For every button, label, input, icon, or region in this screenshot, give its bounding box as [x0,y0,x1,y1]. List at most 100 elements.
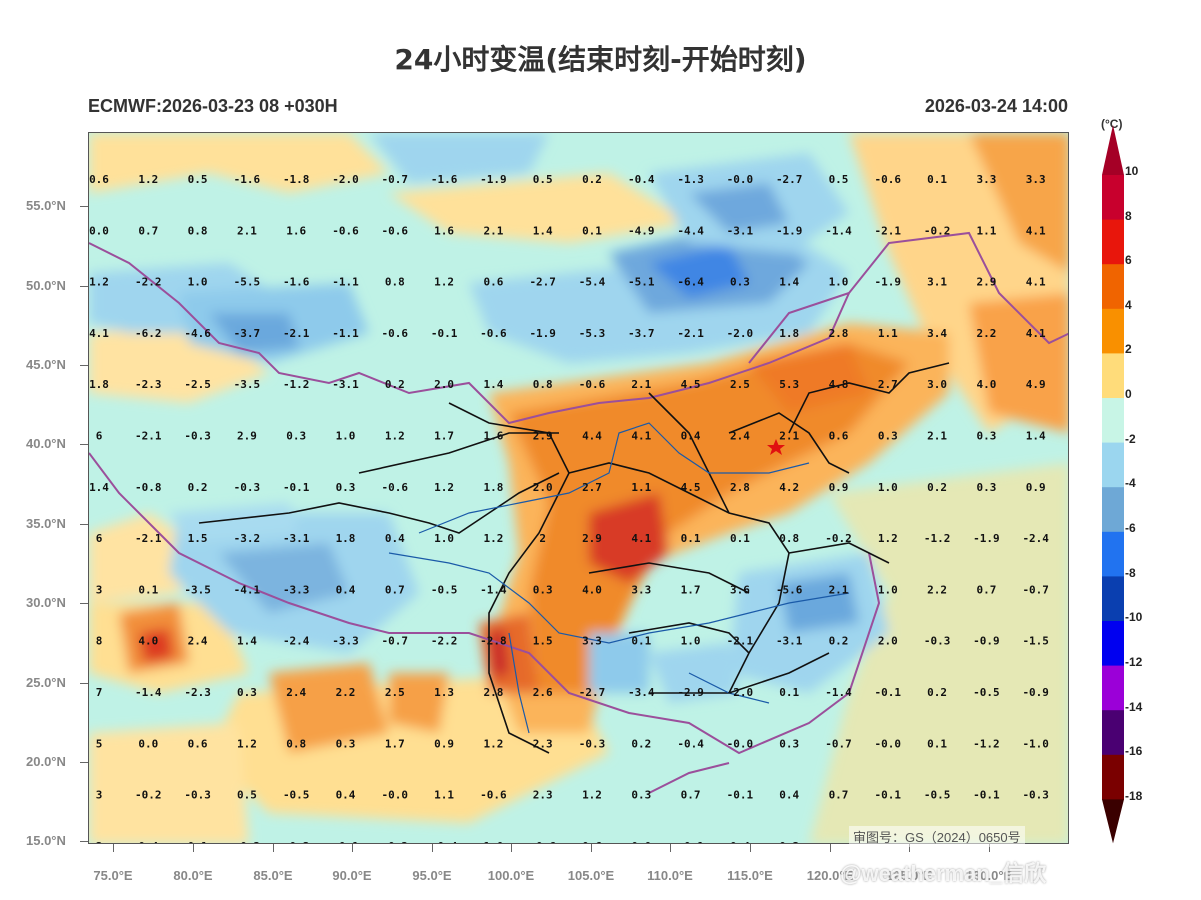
grid-value: -1.9 [480,173,507,186]
grid-value: 3.3 [631,583,651,596]
y-tick-label: 30.0°N [26,595,66,610]
grid-value: -0.1 [875,686,902,699]
x-tick-label: 115.0°E [727,868,773,883]
grid-value: 1.7 [434,430,454,443]
grid-value: 1.1 [878,327,898,340]
grid-value: 1.6 [434,224,454,237]
grid-value: 4.1 [631,430,651,443]
grid-value: -0.6 [382,481,409,494]
grid-value: 6 [96,430,103,443]
grid-value: -0.6 [529,840,556,844]
grid-value: -1.9 [875,276,902,289]
x-tick-label: 100.0°E [487,868,535,883]
grid-value: 4.0 [138,635,158,648]
grid-value: -4.9 [628,224,655,237]
grid-value: -0.1 [431,327,458,340]
grid-value: 1.1 [434,789,454,802]
y-tick-label: 15.0°N [26,833,66,848]
grid-value: 2.1 [631,378,651,391]
grid-value: 0.2 [385,378,405,391]
grid-value: -1.5 [1022,635,1048,648]
colorbar-label: 6 [1125,253,1132,267]
colorbar-segment [1102,710,1124,756]
grid-value: -5.5 [234,276,261,289]
grid-value: 0.4 [779,789,799,802]
grid-value: 1.1 [976,224,996,237]
grid-value: -0.1 [332,840,359,844]
grid-value: 0.2 [829,635,849,648]
grid-value: 0.7 [829,789,849,802]
y-tick-label: 40.0°N [26,436,66,451]
grid-value: 1.0 [878,481,898,494]
grid-value: 0.4 [681,430,701,443]
grid-value: 0.5 [533,173,553,186]
colorbar-label: 2 [1125,342,1132,356]
grid-value: 0.0 [89,224,109,237]
grid-value: 2.7 [878,378,898,391]
x-tick-label: 125.0°E [885,868,933,883]
grid-value: -2.8 [480,635,507,648]
grid-value: -0.8 [135,481,162,494]
grid-value: 0.6 [582,840,602,844]
grid-value: 3.0 [927,378,947,391]
colorbar-label: 8 [1125,209,1132,223]
grid-value: 2.9 [533,430,553,443]
grid-value: 2.9 [237,430,257,443]
grid-value: 0.6 [89,173,109,186]
grid-value: -2.1 [135,532,162,545]
grid-value: 0.6 [188,737,208,750]
grid-value: 0.2 [582,173,602,186]
grid-value: -0.0 [727,173,754,186]
grid-value: -1.2 [924,532,951,545]
grid-value: -1.9 [529,327,556,340]
province-border-lines [198,362,950,754]
grid-value: 2.1 [829,583,849,596]
colorbar-label: -2 [1125,432,1136,446]
grid-value: 0.1 [582,224,602,237]
grid-value: -0.3 [184,789,211,802]
grid-value: 0.3 [286,430,306,443]
grid-value: 0.1 [730,532,750,545]
grid-value: 2.1 [927,430,947,443]
grid-value: -4.1 [234,583,261,596]
grid-value: -2.1 [727,635,754,648]
grid-value: -0.3 [234,481,261,494]
grid-value: 3 [96,840,103,844]
grid-value: -2.9 [677,686,704,699]
grid-value: 0.4 [730,840,750,844]
colorbar-unit: (°C) [1101,117,1123,131]
grid-value: -2.0 [727,327,754,340]
grid-value: 0.2 [927,686,947,699]
grid-value: 2.2 [927,583,947,596]
grid-value: 0.3 [976,481,996,494]
grid-value: 2 [539,532,546,545]
grid-value: 0.9 [1026,481,1046,494]
grid-value: 1.0 [483,840,503,844]
grid-value: 0.1 [188,840,208,844]
grid-value: -1.4 [135,686,162,699]
colorbar-segment [1102,398,1124,444]
grid-value: -3.5 [184,583,211,596]
colorbar-label: -4 [1125,476,1136,490]
colorbar-segment [1102,308,1124,354]
grid-value: -2.1 [283,327,310,340]
grid-value: 3.1 [927,276,947,289]
colorbar-label: -14 [1125,700,1143,714]
colorbar-label: -16 [1125,744,1143,758]
grid-value: 0.7 [385,583,405,596]
grid-value: -0.3 [283,840,310,844]
colorbar-label: -6 [1125,521,1136,535]
grid-value: -4.6 [184,327,211,340]
x-tick-label: 95.0°E [412,868,452,883]
grid-value: -0.9 [973,635,1000,648]
y-tick-label: 45.0°N [26,357,66,372]
grid-value: 4.1 [631,532,651,545]
grid-value: -2.2 [431,635,458,648]
colorbar-segment [1102,487,1124,533]
grid-value: 1.2 [878,532,898,545]
grid-value: -0.6 [480,789,507,802]
grid-value: -0.4 [628,173,655,186]
grid-value: 2.2 [976,327,996,340]
colorbar-segment [1102,754,1124,800]
x-tick-label: 130.0°E [965,868,1013,883]
